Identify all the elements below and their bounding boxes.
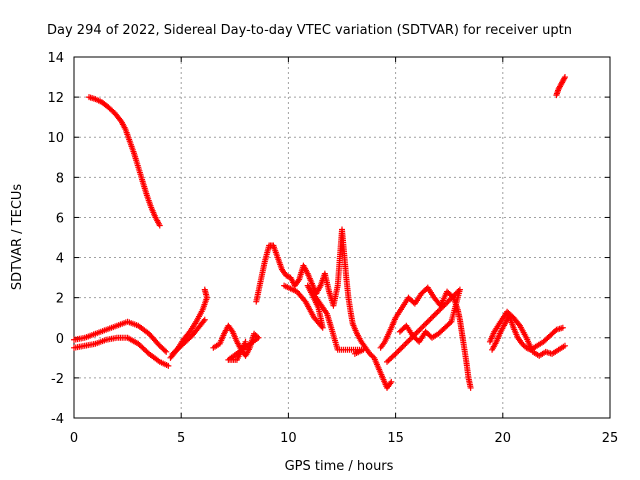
x-axis-label: GPS time / hours	[285, 459, 394, 474]
x-tick-label: 0	[70, 431, 78, 446]
data-point	[434, 308, 441, 315]
data-point	[395, 348, 402, 355]
data-point	[413, 329, 420, 336]
data-point	[561, 74, 568, 81]
data-point	[406, 336, 413, 343]
data-point	[561, 342, 568, 349]
y-tick-label: -2	[51, 372, 64, 387]
data-point	[426, 317, 433, 324]
data-point	[441, 301, 448, 308]
data-point	[393, 349, 400, 356]
data-point	[399, 343, 406, 350]
y-tick-label: 10	[47, 131, 64, 146]
data-point	[435, 307, 442, 314]
data-point	[384, 358, 391, 365]
data-point	[410, 332, 417, 339]
data-point	[163, 348, 170, 355]
data-point	[447, 319, 454, 326]
chart-title: Day 294 of 2022, Sidereal Day-to-day VTE…	[47, 23, 572, 38]
data-point	[559, 324, 566, 331]
data-point	[201, 316, 208, 323]
data-point	[561, 75, 568, 82]
data-point	[451, 292, 458, 299]
data-point	[400, 342, 407, 349]
series-band-20	[489, 312, 566, 353]
data-point	[242, 338, 249, 345]
data-point	[420, 322, 427, 329]
data-point	[445, 297, 452, 304]
data-point	[402, 341, 409, 348]
data-marks	[71, 74, 568, 391]
series-low-10	[281, 282, 367, 357]
x-tick-label: 25	[602, 431, 619, 446]
data-point	[161, 347, 168, 354]
data-point	[414, 328, 421, 335]
plot-frame	[73, 56, 611, 419]
data-point	[430, 313, 437, 320]
data-point	[407, 335, 414, 342]
series-high-early	[86, 94, 163, 229]
data-point	[427, 315, 434, 322]
series-band-20-lower	[486, 308, 568, 359]
data-point	[398, 345, 405, 352]
y-tick-label: 12	[47, 91, 64, 106]
x-tick-label: 20	[495, 431, 512, 446]
x-tick-label: 5	[177, 431, 185, 446]
data-point	[351, 350, 358, 357]
x-tick-label: 10	[280, 431, 297, 446]
data-point	[438, 304, 445, 311]
data-point	[424, 318, 431, 325]
data-point	[405, 338, 412, 345]
data-point	[185, 330, 192, 337]
data-point	[428, 314, 435, 321]
series-band-lower-a	[71, 334, 172, 369]
y-tick-label: 2	[56, 292, 64, 307]
data-point	[388, 378, 395, 385]
series-band-upper-a	[71, 318, 170, 355]
data-point	[442, 300, 449, 307]
y-tick-label: 14	[47, 51, 64, 66]
data-point	[421, 321, 428, 328]
data-point	[467, 384, 474, 391]
series-rise-5-lower	[169, 316, 208, 357]
data-point	[200, 318, 207, 325]
data-point	[165, 362, 172, 369]
data-point	[440, 303, 447, 310]
data-point	[455, 288, 462, 295]
data-point	[444, 299, 451, 306]
y-tick-label: 8	[56, 171, 64, 186]
data-point	[448, 295, 455, 302]
data-point	[515, 321, 522, 328]
y-axis-label: SDTVAR / TECUs	[10, 184, 25, 291]
y-tick-label: -4	[51, 412, 64, 427]
data-point	[409, 334, 416, 341]
data-point	[201, 286, 208, 293]
data-point	[456, 286, 463, 293]
data-point	[449, 293, 456, 300]
data-point	[437, 306, 444, 313]
data-point	[156, 222, 163, 229]
data-point	[433, 310, 440, 317]
series-peak-9	[253, 226, 395, 391]
y-tick-label: 4	[56, 252, 64, 267]
series-low-15	[384, 286, 463, 365]
series-high-late	[553, 74, 568, 99]
y-tick-label: 6	[56, 211, 64, 226]
data-point	[403, 339, 410, 346]
data-point	[412, 331, 419, 338]
data-point	[447, 296, 454, 303]
data-point	[417, 325, 424, 332]
data-point	[431, 311, 438, 318]
data-point	[452, 290, 459, 297]
data-point	[396, 346, 403, 353]
axis-ticks: 0 5 10 15 20 25 -4 -2 0 2 4 6 8 10 12 14	[47, 51, 618, 446]
x-tick-label: 15	[387, 431, 404, 446]
data-point	[423, 320, 430, 327]
data-point	[454, 289, 461, 296]
series-cluster-7	[210, 322, 262, 363]
y-tick-label: 0	[56, 332, 64, 347]
data-point	[419, 324, 426, 331]
data-point	[416, 327, 423, 334]
